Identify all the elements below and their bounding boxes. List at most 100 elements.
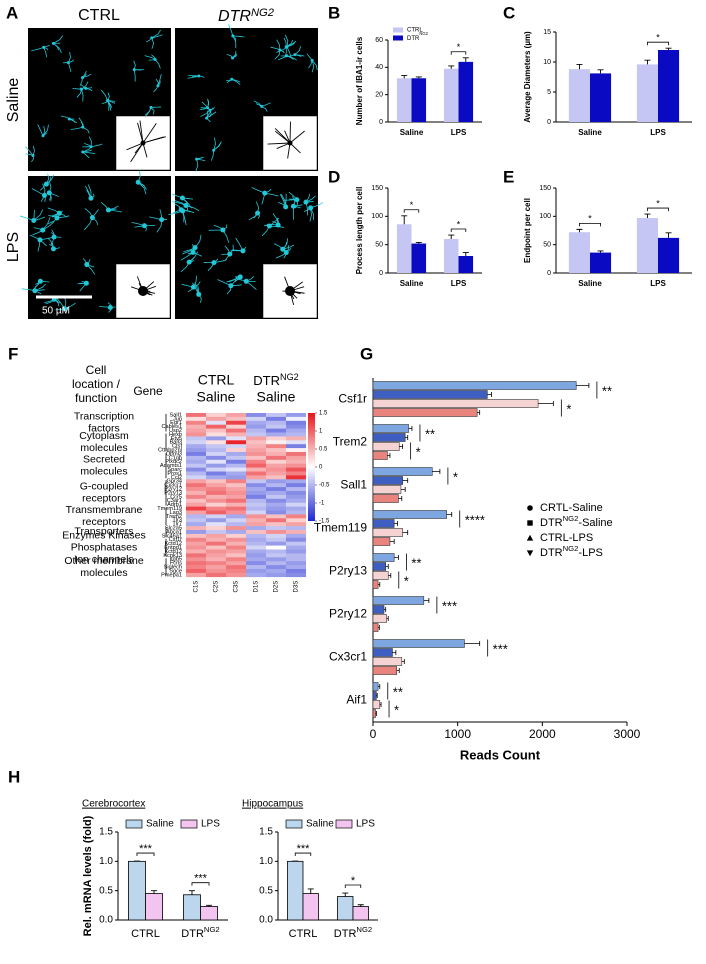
microglia-process <box>56 215 70 219</box>
microglia-process <box>42 132 48 137</box>
microglia-process <box>226 53 233 59</box>
bar <box>372 648 393 657</box>
microglia-process <box>88 136 92 147</box>
microglia-process <box>226 285 232 295</box>
gene-label: Gpr34 <box>166 479 182 485</box>
microglia-process <box>269 225 285 228</box>
heat-cell <box>206 545 226 550</box>
heat-cell <box>266 533 286 539</box>
x-tick-label: Saline <box>400 128 424 137</box>
error-bar <box>415 76 422 79</box>
microglia-process <box>284 34 289 47</box>
heat-cell <box>206 569 226 574</box>
significance-bracket <box>579 222 601 227</box>
error-bar <box>376 693 378 698</box>
gene-label: Sall1 <box>170 412 182 418</box>
microglia-process <box>206 111 217 119</box>
microglia-process <box>182 197 189 208</box>
significance-bracket <box>344 884 362 889</box>
heat-cell <box>206 463 226 468</box>
microglia-process <box>195 159 199 172</box>
microglia-process <box>144 55 156 60</box>
heat-cell <box>246 436 266 441</box>
heat-cell <box>186 448 206 453</box>
microglia-process <box>194 282 200 295</box>
microglia-process <box>156 219 163 233</box>
column-label: C2S <box>214 581 220 593</box>
heat-cell <box>226 510 246 515</box>
microglia-process <box>42 124 49 137</box>
significance-label: *** <box>493 641 508 656</box>
bar <box>372 476 403 485</box>
error-bar <box>597 250 604 253</box>
microglia-process <box>255 103 262 107</box>
x-tick-label-part: NG2 <box>204 925 220 934</box>
microglia-process <box>53 247 61 250</box>
heat-cell <box>246 553 266 558</box>
scale-bar-label: 50 µM <box>42 306 70 317</box>
heat-cell <box>186 413 206 418</box>
gene-label: Abca1 <box>166 529 182 535</box>
microglia-process <box>180 252 194 261</box>
microglia-process <box>68 52 71 63</box>
heat-cell <box>206 432 226 437</box>
heat-cell <box>226 572 246 578</box>
inset-process <box>289 130 305 144</box>
legend-marker <box>527 505 533 511</box>
heat-cell <box>226 506 246 511</box>
microglia-process <box>76 89 82 98</box>
error-bar <box>448 65 455 69</box>
legend-label: LPS <box>356 819 375 830</box>
heat-cell <box>286 506 306 511</box>
heat-cell <box>246 463 266 468</box>
microglia-process <box>286 46 292 58</box>
microglia-process <box>153 85 159 93</box>
heat-cell <box>186 541 206 546</box>
heat-cell <box>226 549 246 554</box>
heat-cell <box>206 537 226 542</box>
microglia-process <box>134 225 145 228</box>
heat-cell <box>246 498 266 503</box>
x-tick-label: Saline <box>400 279 424 288</box>
microglia-process <box>213 224 224 231</box>
microglia-process <box>150 107 155 115</box>
heat-cell <box>226 561 246 566</box>
microglia-process <box>217 279 232 287</box>
gene-label: Kcnk13 <box>163 553 182 559</box>
microglia-process <box>213 141 222 151</box>
significance-label: * <box>416 444 421 459</box>
heat-cell <box>286 553 306 558</box>
colorbar-label: 1 <box>319 429 323 435</box>
error-bar <box>378 582 381 587</box>
microglia-process <box>92 209 99 218</box>
microglia-process <box>264 224 270 227</box>
heat-cell <box>246 557 266 562</box>
microglia-process <box>182 197 194 200</box>
x-tick-label-part: NG2 <box>356 925 372 934</box>
microglia-process <box>213 137 216 151</box>
microglia-process <box>79 77 83 86</box>
inset-process <box>142 281 155 292</box>
heat-cell <box>286 549 306 554</box>
inset-process <box>142 136 164 144</box>
microglia-process <box>107 92 110 101</box>
inset-process <box>267 142 291 145</box>
heat-cell <box>266 459 286 464</box>
microglia-process <box>198 75 205 78</box>
panel-letter: C <box>503 3 515 22</box>
heat-cell <box>286 569 306 574</box>
error-bar <box>398 496 403 501</box>
microglia-process <box>207 100 209 108</box>
heat-cell <box>186 444 206 449</box>
microglia-process <box>222 224 228 231</box>
gene-label: Csf1r <box>169 537 183 543</box>
heat-cell <box>226 545 246 550</box>
heat-cell <box>246 416 266 422</box>
heat-cell <box>206 530 226 535</box>
gene-label: Entpd1 <box>164 545 182 551</box>
heat-cell <box>186 455 206 461</box>
heat-cell <box>286 514 306 519</box>
heat-cell <box>286 565 306 570</box>
bar <box>396 78 412 122</box>
error-bar <box>385 564 389 569</box>
